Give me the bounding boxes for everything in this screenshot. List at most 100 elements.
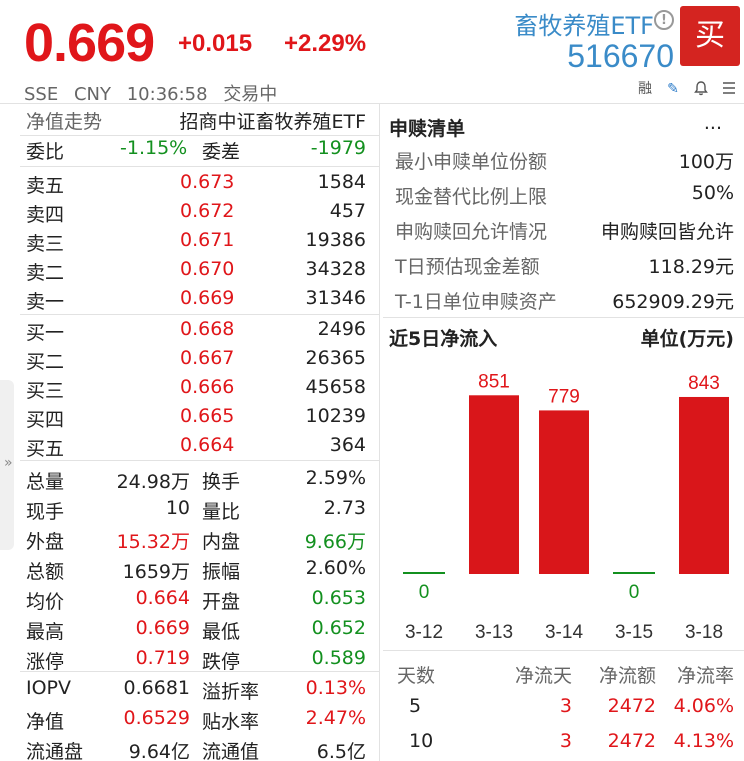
last-price: 0.669 bbox=[24, 13, 155, 73]
stat-label: 换手 bbox=[202, 471, 241, 493]
stat-label: 振幅 bbox=[202, 561, 241, 583]
ask-row[interactable]: 卖五 0.673 1584 bbox=[20, 168, 380, 198]
buy-button[interactable]: 买 bbox=[680, 6, 740, 66]
flow-table-cell: 5 bbox=[409, 695, 422, 717]
stat-value: 0.589 bbox=[311, 647, 366, 669]
stat-value: 10 bbox=[165, 497, 190, 519]
bid-volume: 2496 bbox=[317, 318, 366, 340]
redemption-item-label: T日预估现金差额 bbox=[395, 256, 540, 278]
market-status-line: SSE CNY 10:36:58 交易中 bbox=[24, 80, 287, 106]
redemption-item-value: 652909.29元 bbox=[612, 291, 734, 313]
flow-header: 近5日净流入 单位(万元) bbox=[383, 324, 744, 352]
stat-value: 2.60% bbox=[305, 557, 366, 579]
nav-stat-label: 溢折率 bbox=[202, 681, 260, 703]
bar-data-label: 851 bbox=[478, 371, 510, 392]
bar-3-13 bbox=[469, 395, 519, 574]
nav-stat-row: 流通盘 9.64亿 流通值 6.5亿 bbox=[20, 734, 380, 761]
ask-level-label: 卖五 bbox=[26, 175, 65, 197]
margin-badge[interactable]: 融 bbox=[638, 81, 652, 97]
bid-volume: 26365 bbox=[305, 347, 366, 369]
fund-name[interactable]: 畜牧养殖ETF bbox=[514, 12, 654, 40]
stat-label: 开盘 bbox=[202, 591, 241, 613]
menu-icon[interactable] bbox=[720, 80, 738, 98]
ask-row[interactable]: 卖二 0.670 34328 bbox=[20, 255, 380, 285]
nav-stat-value: 9.64亿 bbox=[128, 741, 190, 761]
flow-table-cell: 4.13% bbox=[673, 730, 734, 752]
stat-value: 0.652 bbox=[311, 617, 366, 639]
nav-stat-label: 流通值 bbox=[202, 741, 260, 761]
stat-value: 0.653 bbox=[311, 587, 366, 609]
ask-volume: 1584 bbox=[317, 171, 366, 193]
stat-row: 总额 1659万 振幅 2.60% bbox=[20, 554, 380, 584]
stat-row: 现手 10 量比 2.73 bbox=[20, 494, 380, 524]
stat-value: 2.59% bbox=[305, 467, 366, 489]
trading-status: 交易中 bbox=[223, 84, 278, 105]
bid-price: 0.668 bbox=[180, 318, 235, 340]
redemption-header: 申赎清单 ... bbox=[383, 112, 744, 142]
nav-stat-value: 0.13% bbox=[305, 677, 366, 699]
ask-row[interactable]: 卖三 0.671 19386 bbox=[20, 226, 380, 256]
bell-icon[interactable] bbox=[692, 80, 710, 98]
stat-row: 涨停 0.719 跌停 0.589 bbox=[20, 644, 380, 674]
side-collapse-tab[interactable] bbox=[0, 380, 14, 550]
stat-row: 均价 0.664 开盘 0.653 bbox=[20, 584, 380, 614]
stat-label: 跌停 bbox=[202, 651, 241, 673]
nav-stat-label: 流通盘 bbox=[26, 741, 84, 761]
flow-table-cell: 10 bbox=[409, 730, 434, 752]
flow-table-header-cell: 天数 bbox=[397, 665, 436, 687]
stat-label: 最低 bbox=[202, 621, 241, 643]
ask-level-label: 卖三 bbox=[26, 233, 65, 255]
stat-label: 总量 bbox=[26, 471, 65, 493]
price-change-percent: +2.29% bbox=[284, 30, 367, 57]
info-icon[interactable]: ! bbox=[654, 10, 674, 30]
flow-table-row: 10 3 2472 4.13% bbox=[383, 727, 744, 757]
bid-level-label: 买一 bbox=[26, 322, 65, 344]
bar-data-label: 779 bbox=[548, 386, 580, 407]
redemption-item-label: T-1日单位申赎资产 bbox=[395, 291, 557, 313]
price-change: +0.015 bbox=[178, 30, 253, 57]
flow-table-header-cell: 净流天 bbox=[514, 665, 572, 687]
stat-value: 0.669 bbox=[135, 617, 190, 639]
ask-row[interactable]: 卖四 0.672 457 bbox=[20, 197, 380, 227]
stat-value: 0.664 bbox=[135, 587, 190, 609]
ask-price: 0.669 bbox=[180, 287, 235, 309]
ask-row[interactable]: 卖一 0.669 31346 bbox=[20, 284, 380, 314]
bar-data-label: 0 bbox=[629, 582, 640, 603]
redemption-item-label: 最小申赎单位份额 bbox=[395, 151, 548, 173]
stat-value: 1659万 bbox=[122, 561, 190, 583]
ask-volume: 31346 bbox=[305, 287, 366, 309]
toolbar-icons: 融 ✎ bbox=[636, 80, 738, 98]
net-inflow-chart: 0 3-12 851 3-13 779 3-14 0 3-15 843 3-18 bbox=[403, 371, 729, 643]
flow-table-cell: 3 bbox=[559, 730, 572, 752]
stat-label: 内盘 bbox=[202, 531, 241, 553]
bid-row[interactable]: 买三 0.666 45658 bbox=[20, 373, 380, 403]
nav-row[interactable]: 净值走势 招商中证畜牧养殖ETF bbox=[20, 104, 380, 134]
nav-stat-row: IOPV 0.6681 溢折率 0.13% bbox=[20, 674, 380, 704]
nav-stat-value: 2.47% bbox=[305, 707, 366, 729]
nav-stat-row: 净值 0.6529 贴水率 2.47% bbox=[20, 704, 380, 734]
bid-row[interactable]: 买二 0.667 26365 bbox=[20, 344, 380, 374]
more-button[interactable]: ... bbox=[703, 112, 722, 134]
nav-trend-link[interactable]: 净值走势 bbox=[26, 111, 103, 133]
ask-volume: 34328 bbox=[305, 258, 366, 280]
flow-table-cell: 2472 bbox=[607, 730, 656, 752]
bid-row[interactable]: 买一 0.668 2496 bbox=[20, 315, 380, 345]
stat-value: 9.66万 bbox=[304, 531, 366, 553]
quote-time: 10:36:58 bbox=[126, 84, 208, 105]
pencil-icon[interactable]: ✎ bbox=[667, 81, 679, 97]
bid-level-label: 买四 bbox=[26, 409, 65, 431]
stat-label: 量比 bbox=[202, 501, 241, 523]
currency-label: CNY bbox=[73, 84, 111, 105]
stat-label: 均价 bbox=[26, 591, 65, 613]
x-tick-label: 3-14 bbox=[545, 622, 583, 643]
flow-table-cell: 2472 bbox=[607, 695, 656, 717]
ask-level-label: 卖四 bbox=[26, 204, 65, 226]
bar-3-14 bbox=[539, 410, 589, 574]
expand-arrow-icon[interactable]: » bbox=[4, 455, 13, 471]
ask-volume: 457 bbox=[329, 200, 366, 222]
redemption-item: 申购赎回允许情况 申购赎回皆允许 bbox=[383, 214, 744, 244]
bid-row[interactable]: 买五 0.664 364 bbox=[20, 431, 380, 461]
bid-row[interactable]: 买四 0.665 10239 bbox=[20, 402, 380, 432]
redemption-item-label: 现金替代比例上限 bbox=[395, 186, 548, 208]
weicha-value: -1979 bbox=[310, 137, 366, 159]
